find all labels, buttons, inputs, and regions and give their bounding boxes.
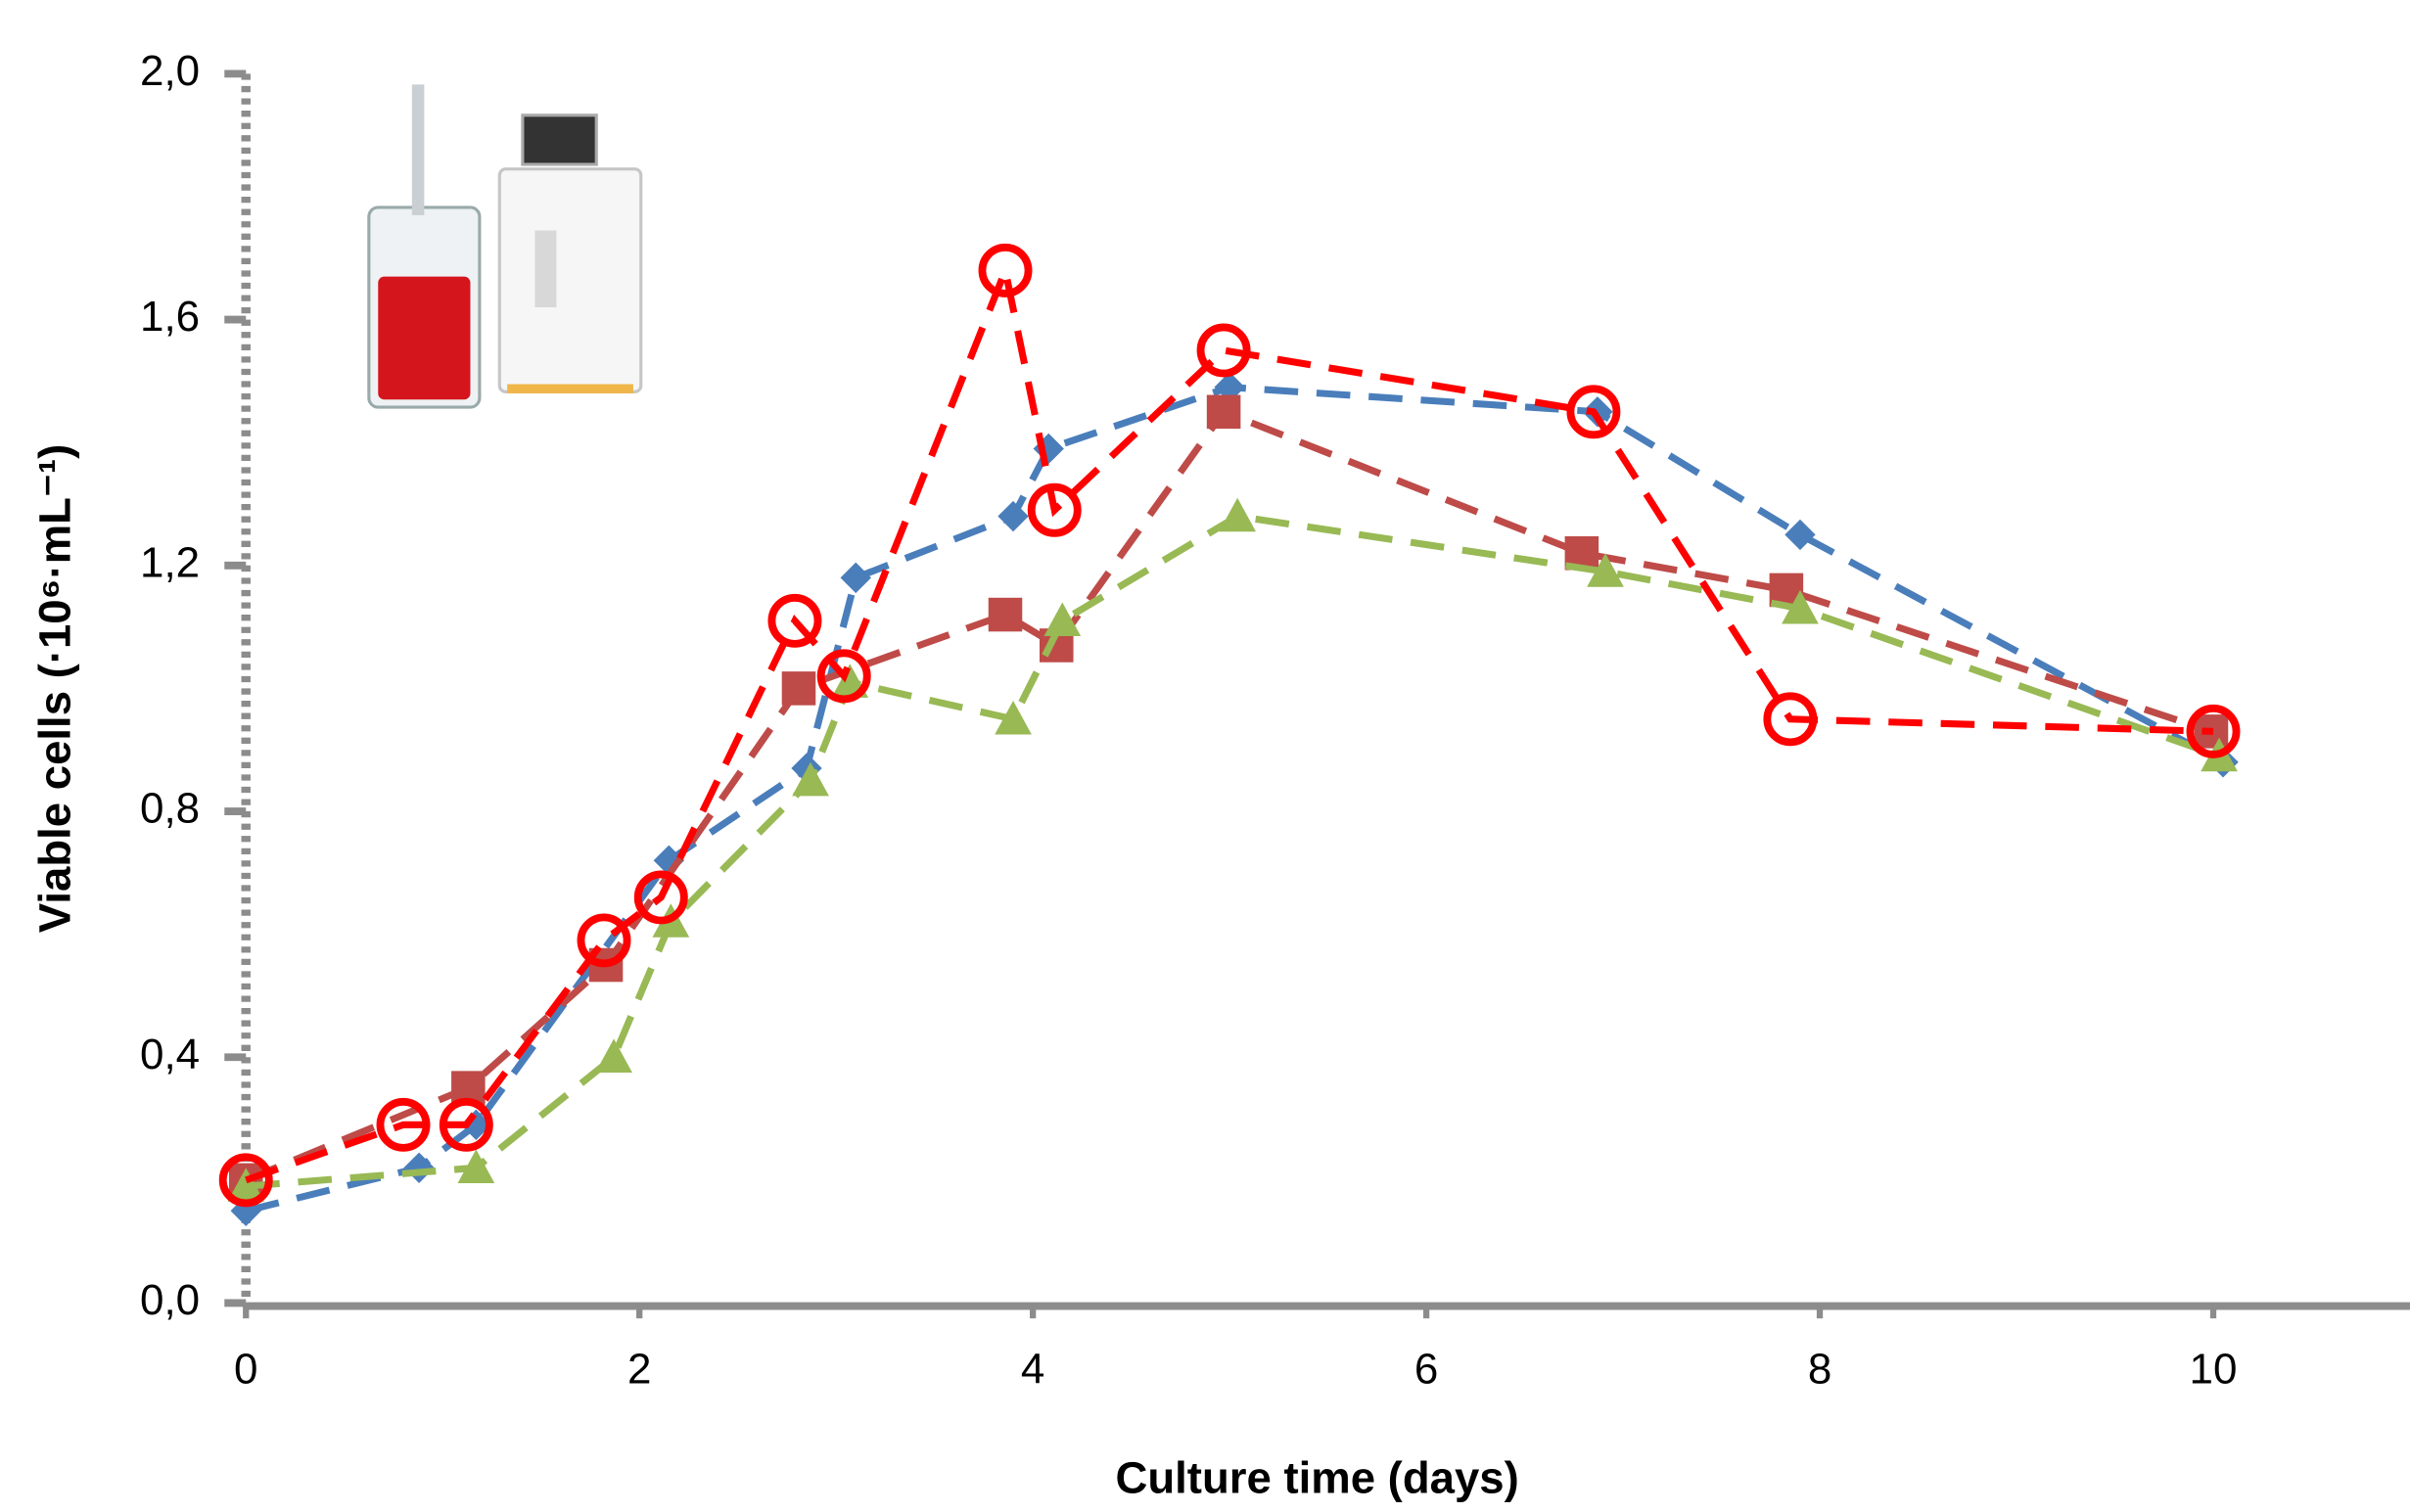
bioreactor-icon xyxy=(367,84,643,409)
open-circle-marker xyxy=(439,1097,493,1152)
triangle-marker xyxy=(792,761,829,797)
triangle-marker xyxy=(457,1149,495,1183)
y-axis-label: Viable cells (·10⁶·mL⁻¹) xyxy=(30,444,80,933)
square-marker xyxy=(781,671,816,706)
series-line xyxy=(245,384,2225,1214)
triangle-marker xyxy=(1782,589,1819,624)
open-circle-marker xyxy=(218,1153,273,1208)
x-tick-label: 2 xyxy=(627,1346,651,1394)
x-tick-label: 10 xyxy=(2190,1346,2238,1394)
x-axis-label: Culture time (days) xyxy=(1115,1453,1518,1503)
y-tick-label: 2,0 xyxy=(140,47,200,95)
open-circle-marker xyxy=(376,1097,431,1152)
open-circle-marker xyxy=(2186,704,2241,758)
open-circle-marker xyxy=(1196,323,1251,378)
series-line xyxy=(245,512,2221,1190)
triangle-marker xyxy=(595,1038,632,1073)
square-marker xyxy=(1206,394,1241,430)
diamond-marker xyxy=(403,1152,435,1183)
triangle-marker xyxy=(995,700,1032,735)
triangle-marker xyxy=(227,1168,265,1202)
y-tick-label: 1,2 xyxy=(140,538,200,586)
open-circle-marker xyxy=(577,913,631,968)
x-tick-label: 8 xyxy=(1808,1346,1831,1394)
y-tick-label: 0,4 xyxy=(140,1031,200,1078)
open-circle-marker xyxy=(1566,385,1621,439)
triangle-marker xyxy=(1587,553,1624,587)
y-tick-label: 1,6 xyxy=(140,293,200,341)
open-circle-marker xyxy=(767,593,822,648)
diamond-marker xyxy=(1784,519,1816,551)
open-circle-marker xyxy=(633,870,688,925)
series-line xyxy=(244,407,2213,1184)
x-tick-label: 4 xyxy=(1021,1346,1044,1394)
y-tick-label: 0,8 xyxy=(140,785,200,833)
triangle-marker xyxy=(1219,497,1257,532)
open-circle-marker xyxy=(978,243,1033,298)
diamond-marker xyxy=(840,562,871,594)
diamond-marker xyxy=(997,500,1029,532)
square-marker xyxy=(988,597,1023,632)
x-tick-label: 0 xyxy=(234,1346,257,1394)
triangle-marker xyxy=(1043,602,1082,637)
open-circle-marker xyxy=(1027,482,1082,537)
open-circle-marker xyxy=(816,649,871,704)
series-line xyxy=(245,258,2214,1184)
y-tick-label: 0,0 xyxy=(140,1276,200,1324)
x-tick-label: 6 xyxy=(1414,1346,1438,1394)
open-circle-marker xyxy=(1763,692,1818,747)
